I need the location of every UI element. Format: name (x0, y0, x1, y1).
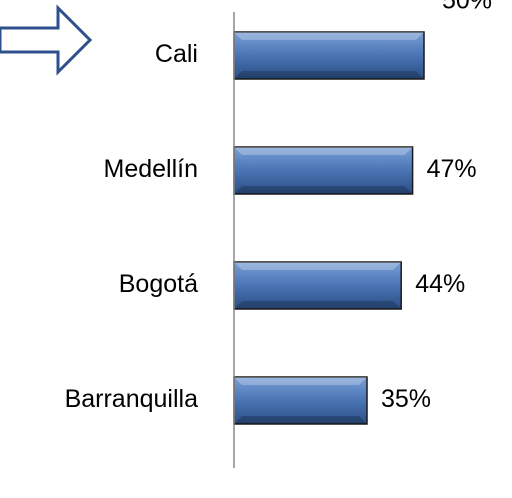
bar (233, 261, 402, 310)
bar-bevel (234, 262, 402, 270)
data-label: 44% (415, 270, 465, 298)
bar (233, 376, 368, 425)
data-label: 35% (381, 385, 431, 413)
bar-bevel (234, 186, 413, 194)
category-label: Cali (155, 40, 198, 68)
bar-bevel (234, 301, 402, 309)
category-label: Barranquilla (65, 385, 199, 413)
bar-bevel (234, 32, 424, 40)
arrow-icon (0, 4, 93, 76)
bar-bevel (234, 377, 367, 385)
bar (233, 31, 425, 80)
bar-bevel (234, 147, 413, 155)
bar (233, 146, 414, 195)
category-label: Bogotá (119, 270, 198, 298)
bar-bevel (234, 71, 424, 79)
data-label: 47% (427, 155, 477, 183)
data-label: 50% (442, 0, 492, 15)
bar-bevel (234, 416, 367, 424)
category-label: Medellín (104, 155, 199, 183)
